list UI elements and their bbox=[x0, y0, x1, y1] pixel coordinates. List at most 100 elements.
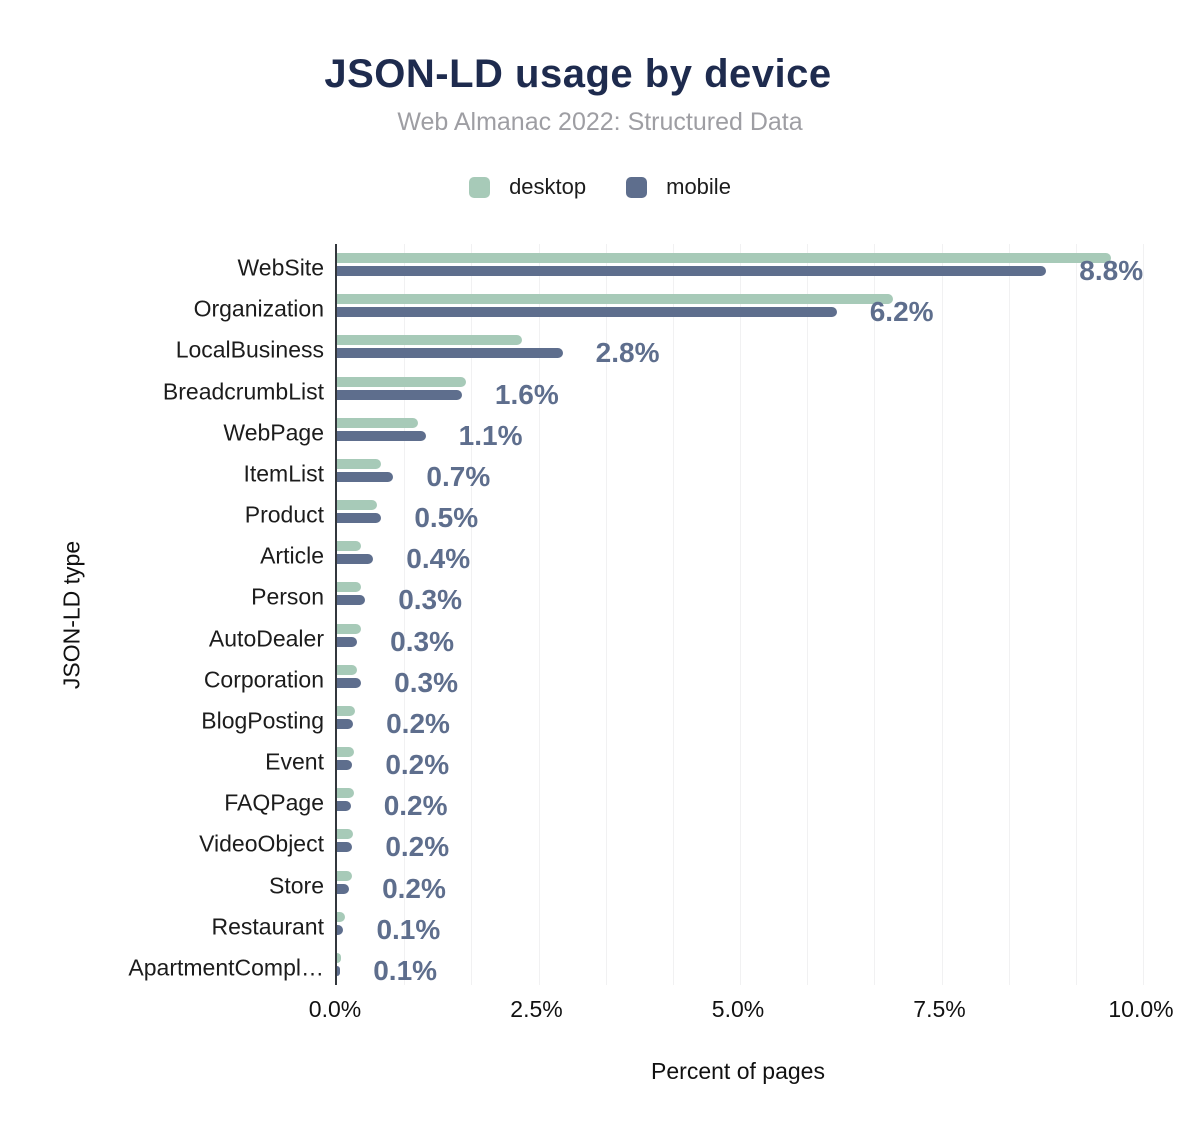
y-axis-title: JSON-LD type bbox=[58, 540, 85, 690]
category-label: Event bbox=[265, 748, 324, 775]
mobile-bar bbox=[337, 266, 1047, 276]
category-label: WebSite bbox=[237, 254, 324, 281]
bar-row: BreadcrumbList 1.6% bbox=[163, 368, 1143, 410]
desktop-bar bbox=[337, 417, 418, 428]
desktop-bar bbox=[337, 705, 355, 716]
category-label: Restaurant bbox=[211, 913, 324, 940]
mobile-bar bbox=[337, 348, 563, 359]
desktop-bar bbox=[337, 458, 382, 469]
category-label: WebPage bbox=[223, 419, 324, 446]
gridline bbox=[1008, 244, 1010, 985]
mobile-bar bbox=[337, 595, 366, 606]
gridline bbox=[404, 244, 406, 985]
desktop-bar bbox=[337, 911, 346, 922]
bar-row: Person 0.3% bbox=[251, 573, 1143, 616]
category-label: BreadcrumbList bbox=[162, 378, 324, 404]
gridline bbox=[941, 244, 943, 985]
bar-value-label: 0.7% bbox=[426, 460, 491, 492]
desktop-bar bbox=[337, 500, 378, 510]
mobile-bar bbox=[337, 842, 353, 853]
mobile-bar bbox=[337, 389, 462, 400]
gridline bbox=[874, 244, 876, 985]
bar-value-label: 0.1% bbox=[373, 954, 438, 986]
gridline bbox=[672, 244, 674, 985]
bar-row: Organization 6.2% bbox=[194, 285, 1143, 328]
mobile-bar bbox=[337, 760, 353, 770]
desktop-bar bbox=[337, 582, 362, 593]
category-label: BlogPosting bbox=[201, 707, 324, 734]
desktop-bar bbox=[337, 870, 353, 881]
desktop-bar bbox=[337, 294, 894, 305]
category-label: Store bbox=[269, 872, 324, 898]
mobile-bar bbox=[337, 430, 426, 441]
gridline bbox=[605, 244, 607, 985]
bar-row: VideoObject 0.2% bbox=[199, 820, 1143, 863]
page-subtitle: Web Almanac 2022: Structured Data bbox=[397, 108, 803, 136]
gridline bbox=[538, 244, 540, 985]
category-label: FAQPage bbox=[224, 789, 324, 816]
bar-row: Corporation 0.3% bbox=[204, 656, 1143, 698]
category-label: AutoDealer bbox=[208, 625, 324, 651]
bar-row: Restaurant 0.1% bbox=[211, 903, 1143, 945]
desktop-bar bbox=[337, 829, 354, 840]
x-ticks: 0.0% 2.5% 5.0% 7.5% 10.0% bbox=[309, 996, 1174, 1026]
x-axis-title: Percent of pages bbox=[651, 1058, 825, 1084]
bar-value-label: 0.3% bbox=[398, 584, 463, 616]
bar-row: ItemList 0.7% bbox=[243, 450, 1143, 492]
legend: desktop mobile bbox=[0, 174, 1200, 200]
category-label: Product bbox=[244, 501, 324, 528]
mobile-bar bbox=[337, 718, 354, 729]
bar-value-label: 6.2% bbox=[869, 296, 934, 328]
bar-value-label: 0.1% bbox=[376, 913, 441, 945]
mobile-bar bbox=[337, 677, 362, 688]
desktop-bar bbox=[337, 788, 354, 799]
category-label: Person bbox=[251, 583, 324, 610]
legend-item-desktop: desktop bbox=[469, 174, 586, 200]
bar-value-label: 0.5% bbox=[414, 502, 479, 533]
desktop-swatch-icon bbox=[469, 176, 491, 198]
mobile-swatch-icon bbox=[626, 176, 648, 198]
x-tick-label: 7.5% bbox=[913, 996, 966, 1022]
bar-value-label: 0.2% bbox=[382, 872, 446, 904]
desktop-bar bbox=[337, 664, 358, 675]
plot-area: WebSite 8.8% Organization 6.2% LocalBusiness… bbox=[128, 244, 1144, 986]
bar-value-label: 0.2% bbox=[385, 749, 450, 780]
mobile-bar bbox=[337, 883, 350, 894]
category-label: Organization bbox=[193, 295, 324, 322]
bar-value-label: 0.3% bbox=[390, 625, 454, 657]
desktop-bar bbox=[337, 541, 362, 552]
legend-item-mobile: mobile bbox=[626, 174, 731, 200]
gridline bbox=[1075, 244, 1077, 985]
page-title: JSON-LD usage by device bbox=[324, 52, 832, 96]
legend-label-desktop: desktop bbox=[509, 174, 587, 199]
gridline bbox=[740, 244, 741, 985]
x-tick-label: 10.0% bbox=[1108, 996, 1174, 1022]
bar-row: FAQPage 0.2% bbox=[224, 779, 1143, 821]
bar-row: WebSite 8.8% bbox=[237, 244, 1144, 286]
mobile-bar bbox=[337, 636, 358, 647]
desktop-bar bbox=[337, 253, 1111, 263]
mobile-bar bbox=[337, 554, 374, 565]
desktop-bar bbox=[337, 376, 466, 387]
bar-value-label: 0.2% bbox=[385, 831, 450, 863]
mobile-bar bbox=[337, 307, 837, 318]
category-label: ItemList bbox=[243, 460, 324, 487]
desktop-bar bbox=[337, 335, 523, 346]
bar-value-label: 2.8% bbox=[595, 337, 660, 369]
mobile-bar bbox=[337, 801, 351, 812]
bar-value-label: 0.4% bbox=[406, 543, 471, 575]
category-label: Corporation bbox=[203, 666, 324, 693]
desktop-bar bbox=[337, 952, 342, 963]
gridline bbox=[1143, 244, 1144, 985]
bar-row: LocalBusiness 2.8% bbox=[176, 326, 1143, 369]
bar-row: AutoDealer 0.3% bbox=[209, 615, 1143, 657]
bar-value-label: 1.1% bbox=[458, 419, 523, 451]
mobile-bar bbox=[337, 965, 341, 976]
bar-value-label: 8.8% bbox=[1079, 255, 1144, 286]
x-tick-label: 5.0% bbox=[711, 996, 765, 1022]
category-label: LocalBusiness bbox=[175, 336, 324, 363]
desktop-bar bbox=[337, 747, 354, 757]
category-label: Article bbox=[260, 542, 324, 569]
bar-row: Store 0.2% bbox=[269, 862, 1143, 904]
category-label: VideoObject bbox=[199, 830, 324, 857]
